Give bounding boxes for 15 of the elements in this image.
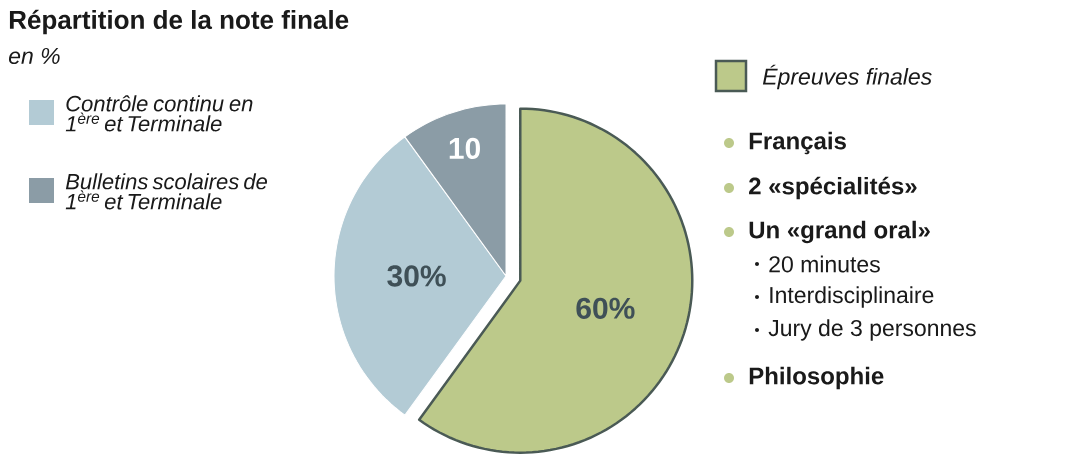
text: Français (749, 131, 846, 155)
text: Un «grand oral» (749, 220, 930, 244)
chart-subtitle: en % (8, 47, 60, 65)
data-label: 10 (449, 137, 480, 160)
data-label: 30% (387, 265, 446, 287)
legend-label: Bulletins scolaires de 1$^{ère}$ et Terminale (65, 173, 268, 210)
text: Philosophie (749, 366, 884, 390)
chart-title: Répartition de la note finale (9, 9, 349, 35)
text: 2 «spécialités» (749, 176, 917, 200)
text: 20 minutes (769, 255, 880, 273)
text: Jury de 3 personnes (768, 319, 976, 341)
text: Interdisciplinaire (770, 286, 934, 308)
legend-label: Contrôle continu en 1$^{ère}$ et Terminale (65, 95, 253, 132)
data-label: 60% (576, 297, 635, 319)
legend-label: Épreuves finales (762, 64, 932, 90)
